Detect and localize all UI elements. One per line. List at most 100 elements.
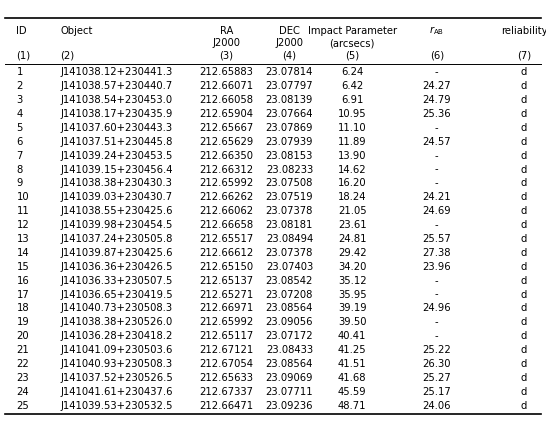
Text: (6): (6) xyxy=(430,51,444,60)
Text: 41.68: 41.68 xyxy=(338,373,366,383)
Text: 23.61: 23.61 xyxy=(338,220,366,230)
Text: d: d xyxy=(521,95,527,105)
Text: d: d xyxy=(521,345,527,355)
Text: d: d xyxy=(521,262,527,272)
Text: J141037.24+230505.8: J141037.24+230505.8 xyxy=(60,234,173,244)
Text: d: d xyxy=(521,164,527,175)
Text: 23.08153: 23.08153 xyxy=(266,151,313,161)
Text: 8: 8 xyxy=(16,164,22,175)
Text: 18: 18 xyxy=(16,303,29,314)
Text: 17: 17 xyxy=(16,290,29,299)
Text: 23.96: 23.96 xyxy=(423,262,451,272)
Text: 212.66612: 212.66612 xyxy=(199,248,254,258)
Text: d: d xyxy=(521,318,527,327)
Text: -: - xyxy=(435,331,438,341)
Text: J141036.36+230426.5: J141036.36+230426.5 xyxy=(60,262,173,272)
Text: reliability: reliability xyxy=(501,26,546,36)
Text: J141039.03+230430.7: J141039.03+230430.7 xyxy=(60,192,172,202)
Text: 25.57: 25.57 xyxy=(423,234,451,244)
Text: 35.95: 35.95 xyxy=(338,290,366,299)
Text: 23.07711: 23.07711 xyxy=(265,387,313,397)
Text: 34.20: 34.20 xyxy=(338,262,366,272)
Text: 23.08564: 23.08564 xyxy=(266,359,313,369)
Text: J141039.15+230456.4: J141039.15+230456.4 xyxy=(60,164,173,175)
Text: 6.24: 6.24 xyxy=(341,67,363,77)
Text: 23.07797: 23.07797 xyxy=(265,81,313,91)
Text: 48.71: 48.71 xyxy=(338,401,366,411)
Text: J141036.28+230418.2: J141036.28+230418.2 xyxy=(60,331,173,341)
Text: J141041.09+230503.6: J141041.09+230503.6 xyxy=(60,345,173,355)
Text: 212.66471: 212.66471 xyxy=(199,401,254,411)
Text: 41.51: 41.51 xyxy=(338,359,366,369)
Text: 40.41: 40.41 xyxy=(338,331,366,341)
Text: 212.66062: 212.66062 xyxy=(199,206,254,216)
Text: -: - xyxy=(435,220,438,230)
Text: 7: 7 xyxy=(16,151,23,161)
Text: 23.07519: 23.07519 xyxy=(265,192,313,202)
Text: 212.67121: 212.67121 xyxy=(199,345,254,355)
Text: d: d xyxy=(521,81,527,91)
Text: 212.65137: 212.65137 xyxy=(199,276,254,286)
Text: 21.05: 21.05 xyxy=(338,206,366,216)
Text: 212.65629: 212.65629 xyxy=(199,137,254,147)
Text: 24.81: 24.81 xyxy=(338,234,366,244)
Text: 19: 19 xyxy=(16,318,29,327)
Text: 18.24: 18.24 xyxy=(338,192,366,202)
Text: 24.96: 24.96 xyxy=(423,303,451,314)
Text: J141038.38+230430.3: J141038.38+230430.3 xyxy=(60,179,172,188)
Text: 16.20: 16.20 xyxy=(338,179,366,188)
Text: J141038.55+230425.6: J141038.55+230425.6 xyxy=(60,206,173,216)
Text: d: d xyxy=(521,276,527,286)
Text: 9: 9 xyxy=(16,179,23,188)
Text: 25.17: 25.17 xyxy=(423,387,451,397)
Text: J141037.52+230526.5: J141037.52+230526.5 xyxy=(60,373,173,383)
Text: d: d xyxy=(521,151,527,161)
Text: 10.95: 10.95 xyxy=(338,109,366,119)
Text: 212.66312: 212.66312 xyxy=(199,164,254,175)
Text: -: - xyxy=(435,67,438,77)
Text: d: d xyxy=(521,192,527,202)
Text: -: - xyxy=(435,164,438,175)
Text: ID: ID xyxy=(16,26,27,36)
Text: J141039.53+230532.5: J141039.53+230532.5 xyxy=(60,401,173,411)
Text: Impact Parameter: Impact Parameter xyxy=(307,26,397,36)
Text: 3: 3 xyxy=(16,95,22,105)
Text: 12: 12 xyxy=(16,220,29,230)
Text: 23.07172: 23.07172 xyxy=(265,331,313,341)
Text: 27.38: 27.38 xyxy=(423,248,451,258)
Text: 11.10: 11.10 xyxy=(338,123,366,133)
Text: 25.22: 25.22 xyxy=(423,345,451,355)
Text: 11: 11 xyxy=(16,206,29,216)
Text: d: d xyxy=(521,248,527,258)
Text: d: d xyxy=(521,234,527,244)
Text: J141038.57+230440.7: J141038.57+230440.7 xyxy=(60,81,173,91)
Text: d: d xyxy=(521,109,527,119)
Text: 25.27: 25.27 xyxy=(423,373,451,383)
Text: 10: 10 xyxy=(16,192,29,202)
Text: 21: 21 xyxy=(16,345,29,355)
Text: 212.67337: 212.67337 xyxy=(200,387,253,397)
Text: 23: 23 xyxy=(16,373,29,383)
Text: J141041.61+230437.6: J141041.61+230437.6 xyxy=(60,387,173,397)
Text: 24.21: 24.21 xyxy=(423,192,451,202)
Text: -: - xyxy=(435,179,438,188)
Text: RA: RA xyxy=(220,26,233,36)
Text: (2): (2) xyxy=(60,51,74,60)
Text: 24.57: 24.57 xyxy=(423,137,451,147)
Text: 212.65150: 212.65150 xyxy=(199,262,254,272)
Text: d: d xyxy=(521,220,527,230)
Text: 24.69: 24.69 xyxy=(423,206,451,216)
Text: 212.65271: 212.65271 xyxy=(199,290,254,299)
Text: 16: 16 xyxy=(16,276,29,286)
Text: 23.07378: 23.07378 xyxy=(266,206,313,216)
Text: 23.08494: 23.08494 xyxy=(266,234,313,244)
Text: 22: 22 xyxy=(16,359,29,369)
Text: 23.08564: 23.08564 xyxy=(266,303,313,314)
Text: 212.66262: 212.66262 xyxy=(199,192,254,202)
Text: 212.65883: 212.65883 xyxy=(200,67,253,77)
Text: 14.62: 14.62 xyxy=(338,164,366,175)
Text: 41.25: 41.25 xyxy=(338,345,366,355)
Text: 2: 2 xyxy=(16,81,23,91)
Text: 14: 14 xyxy=(16,248,29,258)
Text: d: d xyxy=(521,137,527,147)
